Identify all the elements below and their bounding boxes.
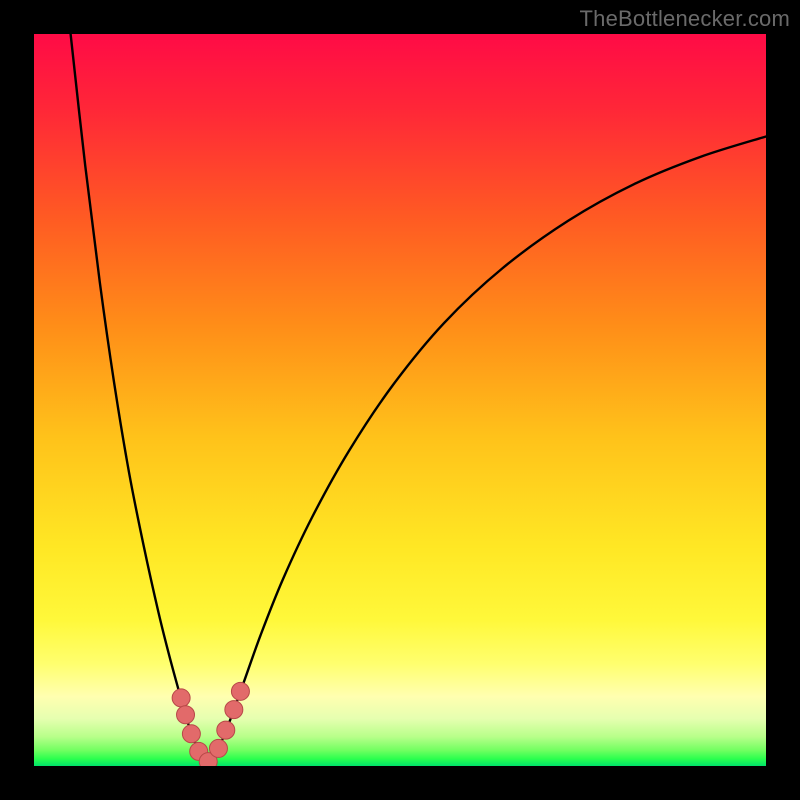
bottleneck-marker [217, 721, 235, 739]
bottleneck-marker [172, 689, 190, 707]
bottleneck-curves [34, 34, 766, 766]
bottleneck-marker [209, 739, 227, 757]
plot-frame [34, 34, 766, 766]
curve-right [208, 136, 766, 766]
bottleneck-marker [225, 701, 243, 719]
bottleneck-marker [182, 725, 200, 743]
curve-left [71, 34, 209, 766]
bottleneck-marker [177, 706, 195, 724]
bottleneck-marker [231, 682, 249, 700]
watermark-label: TheBottlenecker.com [580, 6, 790, 32]
